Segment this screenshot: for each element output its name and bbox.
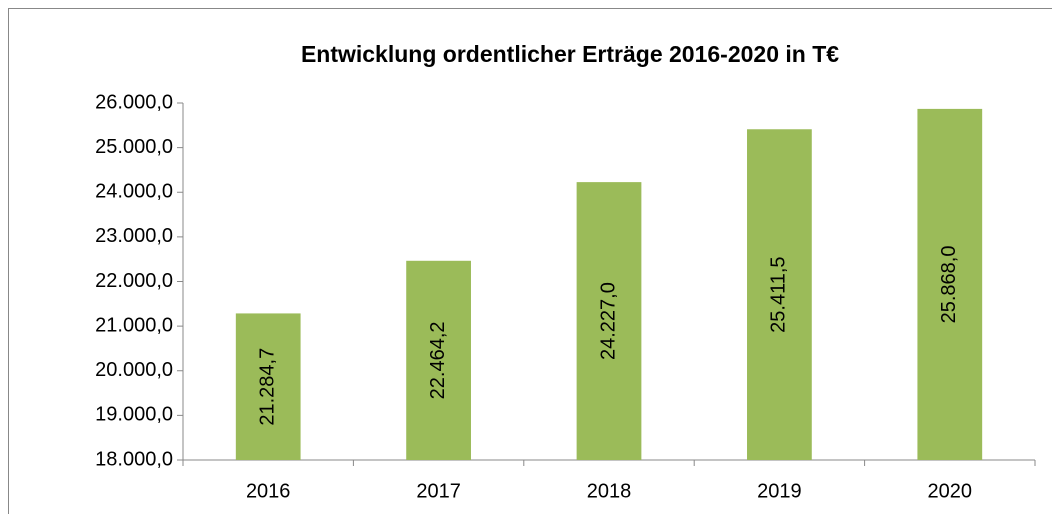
y-tick-label: 25.000,0 (95, 136, 173, 158)
bar (406, 260, 471, 460)
x-tick-label: 2017 (416, 480, 461, 502)
y-tick-label: 23.000,0 (95, 225, 173, 247)
bar (747, 129, 812, 460)
data-label: 21.284,7 (256, 348, 278, 426)
data-label: 24.227,0 (597, 282, 619, 360)
data-label: 25.411,5 (768, 256, 790, 332)
chart-frame (8, 8, 1052, 514)
data-label: 25.868,0 (938, 246, 960, 324)
y-tick-label: 19.000,0 (95, 404, 173, 426)
y-tick-label: 26.000,0 (95, 91, 173, 113)
y-tick-label: 18.000,0 (95, 448, 173, 470)
x-tick-label: 2018 (587, 480, 632, 502)
bar (235, 313, 301, 460)
x-tick-label: 2020 (928, 480, 973, 502)
y-tick-label: 20.000,0 (95, 359, 173, 381)
chart-title: Entwicklung ordentlicher Erträge 2016-20… (301, 41, 839, 67)
x-tick-label: 2019 (757, 480, 802, 502)
y-tick-label: 21.000,0 (95, 314, 173, 336)
bar (576, 182, 642, 461)
y-tick-label: 22.000,0 (95, 270, 173, 292)
data-label: 22.464,2 (427, 321, 449, 399)
y-tick-label: 24.000,0 (95, 181, 173, 203)
x-tick-label: 2016 (246, 480, 291, 502)
bar (917, 108, 983, 460)
